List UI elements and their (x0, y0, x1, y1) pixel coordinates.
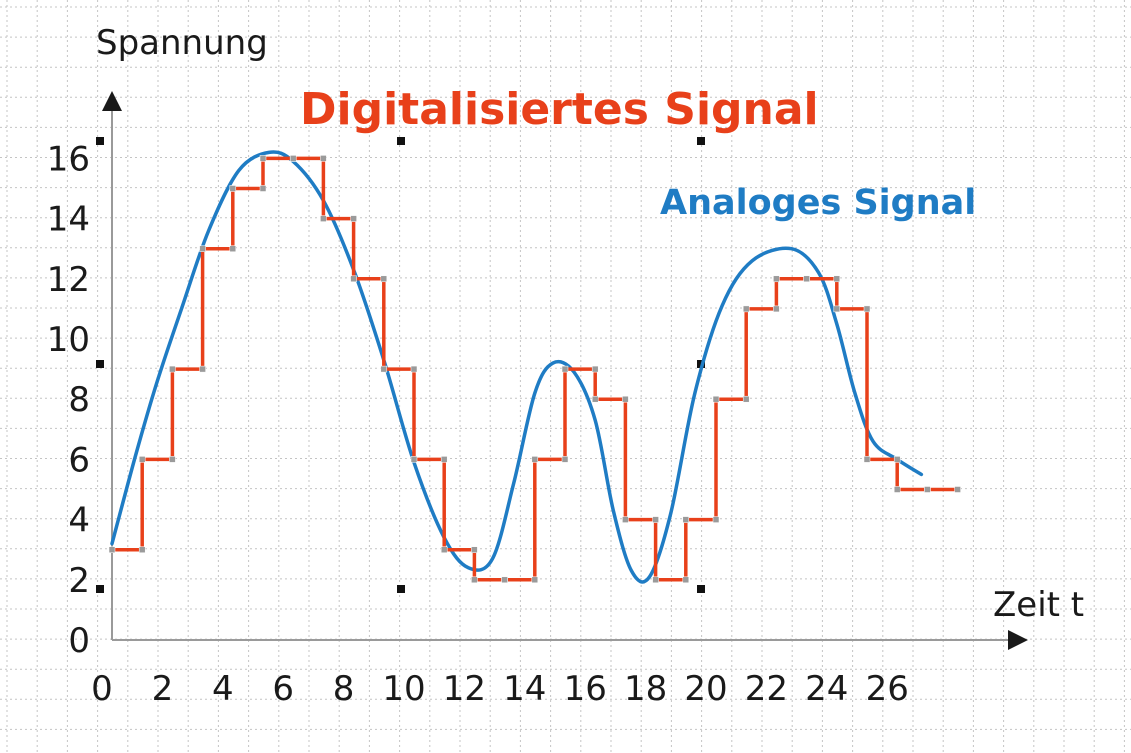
sample-point (652, 576, 659, 584)
x-axis-title: Zeit t (993, 585, 1084, 625)
sample-point (591, 365, 599, 373)
sample-point (773, 275, 780, 283)
sample-point (682, 516, 690, 523)
sample-point (169, 365, 176, 373)
sample-point (229, 245, 237, 252)
selection-handle (96, 137, 104, 145)
series-layer (108, 150, 961, 584)
sample-point (138, 546, 146, 553)
digitized-signal-line (112, 156, 958, 582)
sample-point (410, 456, 418, 463)
y-tick-label: 16 (47, 139, 90, 179)
sample-point (954, 486, 961, 493)
sample-point (833, 305, 841, 313)
sample-point (108, 546, 116, 553)
y-tick-label: 4 (68, 501, 90, 541)
sample-point (440, 456, 448, 463)
x-tick-label: 22 (745, 669, 788, 709)
sample-point (138, 456, 146, 463)
sample-point (652, 516, 659, 523)
sample-point (863, 305, 871, 313)
x-tick-label: 18 (624, 669, 667, 709)
sample-point (531, 576, 539, 584)
sample-point (742, 305, 750, 313)
digital-signal-label: Digitalisiertes Signal (300, 84, 819, 135)
sample-point (531, 456, 539, 463)
sample-point (924, 486, 931, 493)
sample-point (561, 456, 569, 463)
sample-point (682, 576, 690, 584)
analog-signal-line (110, 150, 924, 584)
x-tick-label: 16 (564, 669, 607, 709)
selection-handle (697, 585, 705, 593)
selection-handle (96, 585, 104, 593)
sample-point (289, 155, 297, 162)
sample-point (259, 185, 267, 192)
sample-point (229, 185, 237, 192)
x-tick-label: 4 (212, 669, 234, 709)
sample-point (471, 576, 478, 584)
sample-point (591, 395, 599, 403)
sample-point (320, 215, 327, 222)
x-tick-label: 14 (503, 669, 546, 709)
sample-point (350, 215, 357, 222)
selection-handle (397, 585, 405, 593)
y-axis-title: Spannung (96, 23, 268, 63)
x-tick-label: 2 (152, 669, 174, 709)
sample-point (380, 275, 388, 283)
sample-point (320, 155, 327, 162)
sample-point (410, 365, 418, 373)
x-tick-label: 20 (684, 669, 727, 709)
sample-point (622, 516, 629, 523)
selection-handle (697, 137, 705, 145)
y-tick-labels: 0 2 4 6 8 10 12 14 16 (47, 139, 90, 661)
sample-point (833, 275, 841, 283)
analog-signal-label: Analoges Signal (660, 183, 976, 223)
sample-point (440, 546, 448, 553)
sample-point (501, 576, 508, 584)
x-axis-arrow (1008, 630, 1028, 650)
sample-point (259, 155, 267, 162)
x-tick-label: 6 (272, 669, 294, 709)
y-tick-label: 6 (68, 440, 90, 480)
sample-point (380, 365, 388, 373)
x-tick-label: 10 (382, 669, 425, 709)
sample-point (199, 365, 206, 373)
y-tick-label: 12 (47, 260, 90, 300)
sample-point (169, 456, 176, 463)
y-tick-label: 0 (68, 621, 90, 661)
sample-point (712, 516, 720, 523)
y-tick-label: 10 (47, 320, 90, 360)
x-tick-label: 12 (443, 669, 486, 709)
selection-handle (397, 137, 405, 145)
sample-point (893, 456, 901, 463)
x-tick-labels: 0 2 4 6 8 10 12 14 16 18 20 22 24 26 (91, 669, 909, 709)
corner-markers (96, 137, 705, 593)
sample-point (199, 245, 206, 252)
y-axis-arrow (102, 91, 122, 111)
sample-point (863, 456, 871, 463)
sample-point (350, 275, 357, 283)
sample-point (622, 395, 629, 403)
sample-point (742, 395, 750, 403)
sample-point (803, 275, 810, 283)
x-tick-label: 24 (805, 669, 848, 709)
y-tick-label: 2 (68, 561, 90, 601)
sample-point (893, 486, 901, 493)
selection-handle (96, 360, 104, 368)
x-tick-label: 26 (866, 669, 909, 709)
y-tick-label: 8 (68, 380, 90, 420)
sample-point (773, 305, 780, 313)
y-tick-label: 14 (47, 200, 90, 240)
sample-point (471, 546, 478, 553)
x-tick-label: 8 (333, 669, 355, 709)
x-tick-label: 0 (91, 669, 113, 709)
sample-point (561, 365, 569, 373)
sample-point (712, 395, 720, 403)
